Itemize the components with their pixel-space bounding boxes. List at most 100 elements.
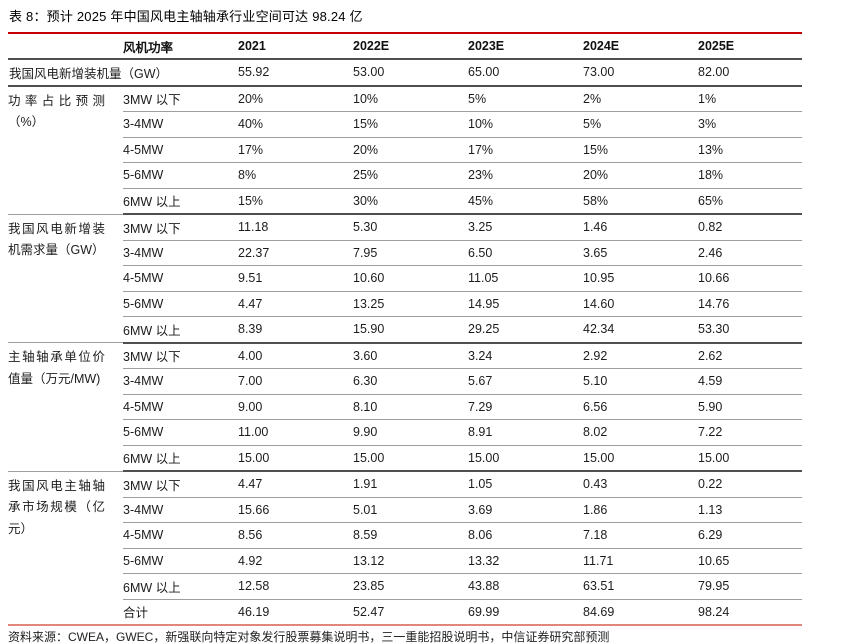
value-cell: 13.12 [353,548,468,574]
value-cell: 3.69 [468,497,583,523]
value-cell: 79.95 [698,573,802,600]
table-row: 我国风电新增装机量（GW） 55.92 53.00 65.00 73.00 82.00 [8,59,802,87]
row-label-cell: 4-5MW [123,394,238,420]
table-row: 4-5MW 9.00 8.10 7.29 6.56 5.90 [8,394,802,420]
value-cell: 2% [583,85,698,112]
value-cell: 8.59 [353,522,468,549]
table-row: 5-6MW 11.00 9.90 8.91 8.02 7.22 [8,419,802,446]
value-cell: 8.06 [468,522,583,549]
value-cell: 15% [583,137,698,163]
value-cell: 55.92 [238,59,353,87]
value-cell: 4.92 [238,548,353,574]
table-row: 6MW 以上 12.58 23.85 43.88 63.51 79.95 [8,573,802,600]
group-label-text: 我国风电新增装机需求量（GW） [8,221,105,258]
value-cell: 40% [238,111,353,138]
value-cell: 46.19 [238,599,353,626]
value-cell: 6.50 [468,240,583,266]
column-header: 2023E [468,39,505,53]
value-cell: 10.66 [698,265,802,292]
value-cell: 15.90 [353,316,468,344]
value-cell: 15.00 [353,445,468,472]
value-cell: 1.91 [353,471,468,498]
table-row: 6MW 以上 8.39 15.90 29.25 42.34 53.30 [8,316,802,344]
value-cell: 45% [468,188,583,215]
value-cell: 4.47 [238,291,353,317]
table-row: 4-5MW 9.51 10.60 11.05 10.95 10.66 [8,265,802,292]
value-cell: 3.65 [583,240,698,266]
value-cell: 3.24 [468,342,583,369]
value-cell: 5% [583,111,698,138]
value-cell: 4.59 [698,368,802,395]
value-cell: 29.25 [468,316,583,344]
table-row: 3-4MW 7.00 6.30 5.67 5.10 4.59 [8,368,802,395]
row-label-cell: 5-6MW [123,419,238,446]
data-table: 风机功率 2021 2022E 2023E 2024E 2025E 我国风电新增装机量（G… [8,32,802,626]
value-cell: 9.90 [353,419,468,446]
table-row: 合计 46.19 52.47 69.99 84.69 98.24 [8,599,802,626]
value-cell: 3.60 [353,342,468,369]
value-cell: 63.51 [583,573,698,600]
value-cell: 10.65 [698,548,802,574]
value-cell: 17% [238,137,353,163]
value-cell: 4.00 [238,342,353,369]
value-cell: 15% [238,188,353,215]
group-label-text: 我国风电主轴轴承市场规模（亿元） [8,478,105,536]
value-cell: 53.30 [698,316,802,344]
value-cell: 14.60 [583,291,698,317]
column-header: 2024E [583,39,620,53]
value-cell: 10% [468,111,583,138]
group-label-text: 功率占比预测（%） [8,93,105,130]
value-cell: 5.10 [583,368,698,395]
value-cell: 6.29 [698,522,802,549]
value-cell: 13% [698,137,802,163]
value-cell: 82.00 [698,59,802,87]
header-row: 风机功率 2021 2022E 2023E 2024E 2025E [8,33,802,59]
value-cell: 58% [583,188,698,215]
value-cell: 3.25 [468,214,583,241]
value-cell: 10.60 [353,265,468,292]
table-row: 4-5MW 8.56 8.59 8.06 7.18 6.29 [8,522,802,549]
value-cell: 13.25 [353,291,468,317]
value-cell: 25% [353,162,468,189]
value-cell: 11.71 [583,548,698,574]
value-cell: 8.10 [353,394,468,420]
value-cell: 7.29 [468,394,583,420]
value-cell: 6.56 [583,394,698,420]
value-cell: 1.86 [583,497,698,523]
table-row: 5-6MW 8% 25% 23% 20% 18% [8,162,802,189]
value-cell: 2.46 [698,240,802,266]
source-note: 资料来源：CWEA，GWEC，新强联向特定对象发行股票募集说明书，三一重能招股说… [8,630,610,644]
value-cell: 22.37 [238,240,353,266]
value-cell: 69.99 [468,599,583,626]
value-cell: 14.95 [468,291,583,317]
value-cell: 1.13 [698,497,802,523]
value-cell: 9.00 [238,394,353,420]
value-cell: 20% [238,85,353,112]
value-cell: 13.32 [468,548,583,574]
value-cell: 2.62 [698,342,802,369]
table-row: 5-6MW 4.47 13.25 14.95 14.60 14.76 [8,291,802,317]
table-row: 我国风电新增装机需求量（GW） 3MW 以下 11.18 5.30 3.25 1.46 0.… [8,214,802,343]
row-label-cell: 5-6MW [123,548,238,574]
row-label-cell: 4-5MW [123,137,238,163]
table-row: 功率占比预测（%） 3MW 以下 20% 10% 5% 2% 1% [8,85,802,215]
table-row: 主轴轴承单位价值量（万元/MW) 3MW 以下 4.00 3.60 3.24 2.92 2.… [8,342,802,472]
value-cell: 15.00 [468,445,583,472]
row-label-cell: 3MW 以下 [123,471,238,498]
value-cell: 7.95 [353,240,468,266]
value-cell: 30% [353,188,468,215]
row-label-cell: 3-4MW [123,497,238,523]
value-cell: 23% [468,162,583,189]
value-cell: 11.18 [238,214,353,241]
value-cell: 7.22 [698,419,802,446]
value-cell: 42.34 [583,316,698,344]
value-cell: 8% [238,162,353,189]
row-label-cell: 6MW 以上 [123,573,238,600]
table-row: 3-4MW 22.37 7.95 6.50 3.65 2.46 [8,240,802,266]
value-cell: 9.51 [238,265,353,292]
table-header: 风机功率 2021 2022E 2023E 2024E 2025E [8,33,802,59]
value-cell: 15.66 [238,497,353,523]
row-label-cell: 5-6MW [123,291,238,317]
value-cell: 53.00 [353,59,468,87]
value-cell: 2.92 [583,342,698,369]
